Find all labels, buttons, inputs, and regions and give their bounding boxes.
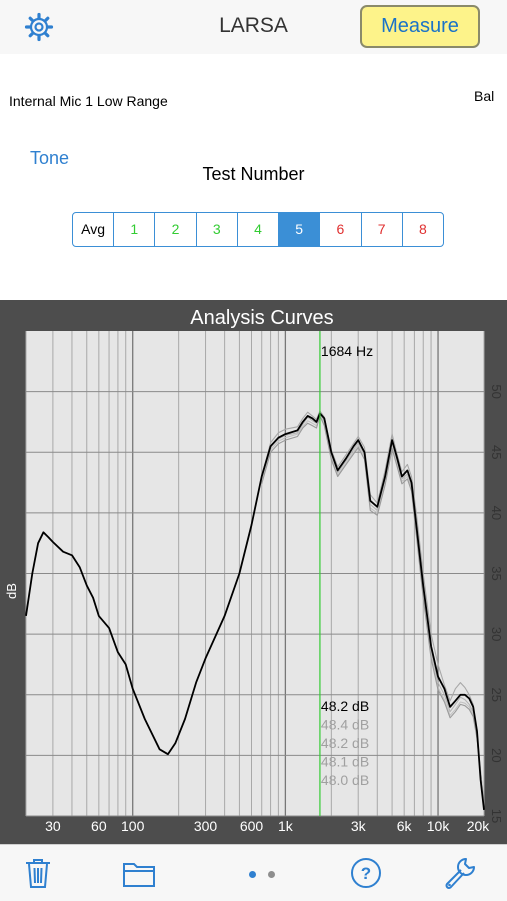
chart-grid [25,331,485,817]
y-tick-label: 50 [489,384,504,398]
microphone-label: Internal Mic 1 Low Range [9,93,168,109]
measure-button[interactable]: Measure [360,5,480,48]
x-tick-label: 100 [121,818,145,834]
balance-label[interactable]: Bal [474,88,495,104]
x-tick-label: 20k [467,818,491,834]
series-line-2 [261,410,485,804]
cursor-readout: 48.2 dB [321,735,369,751]
test-segment-1[interactable]: 1 [113,213,154,246]
bottom-toolbar: ? [0,844,507,901]
top-bar: LARSA Measure [0,0,507,54]
chart-title: Analysis Curves [190,307,333,329]
x-tick-label: 60 [91,818,107,834]
y-tick-labels: 15 20 25 30 35 40 45 50 [489,384,504,823]
chart-series [25,410,485,811]
test-segment-6[interactable]: 6 [319,213,360,246]
analysis-chart-panel: Analysis Curves dB 15 20 25 30 35 40 45 50 30 60… [0,300,507,844]
folder-icon[interactable] [121,855,157,891]
help-icon[interactable]: ? [348,855,384,891]
y-tick-label: 20 [489,748,504,762]
cursor-readout: 48.1 dB [321,754,369,770]
y-tick-label: 40 [489,506,504,520]
test-segment-7[interactable]: 7 [360,213,402,246]
svg-text:?: ? [361,864,371,883]
test-segment-3[interactable]: 3 [195,213,237,246]
x-tick-label: 30 [45,818,61,834]
test-segment-4[interactable]: 4 [236,213,278,246]
series-line-1 [25,412,485,811]
x-tick-label: 600 [240,818,264,834]
y-axis-label: dB [4,583,19,599]
y-tick-label: 15 [489,809,504,823]
page-indicator-dot-1[interactable] [249,871,256,878]
test-segment-avg[interactable]: Avg [81,221,106,237]
cursor-readout: 48.4 dB [321,717,369,733]
analysis-chart[interactable]: Analysis Curves dB 15 20 25 30 35 40 45 50 30 60… [0,300,507,844]
x-tick-label: 10k [427,818,451,834]
cursor-readout: 48.2 dB [321,698,369,714]
gear-icon[interactable] [24,12,54,42]
x-tick-labels: 30 60 100 300 600 1k 3k 6k 10k 20k [45,818,490,834]
y-tick-label: 45 [489,445,504,459]
cursor-frequency-label: 1684 Hz [321,343,373,359]
test-number-title: Test Number [202,164,305,184]
y-tick-label: 25 [489,688,504,702]
y-tick-label: 30 [489,627,504,641]
x-tick-label: 1k [278,818,294,834]
series-line-5 [261,415,485,810]
test-segment-8[interactable]: 8 [401,213,443,246]
test-number-selector: Avg 1 2 3 4 5 6 7 8 [72,212,444,247]
tone-link[interactable]: Tone [30,148,70,168]
x-tick-label: 300 [194,818,218,834]
frequency-cursor: 1684 Hz 48.2 dB 48.4 dB 48.2 dB 48.1 dB 48.0 … [319,331,373,816]
app-title: LARSA [219,14,288,37]
wrench-icon[interactable] [442,855,478,891]
test-segment-2[interactable]: 2 [154,213,195,246]
x-tick-label: 3k [351,818,367,834]
y-tick-label: 35 [489,566,504,580]
trash-icon[interactable] [20,855,56,891]
page-indicator-dot-2[interactable] [268,871,275,878]
test-segment-5[interactable]: 5 [278,213,320,246]
x-tick-label: 6k [397,818,413,834]
cursor-readout: 48.0 dB [321,772,369,788]
